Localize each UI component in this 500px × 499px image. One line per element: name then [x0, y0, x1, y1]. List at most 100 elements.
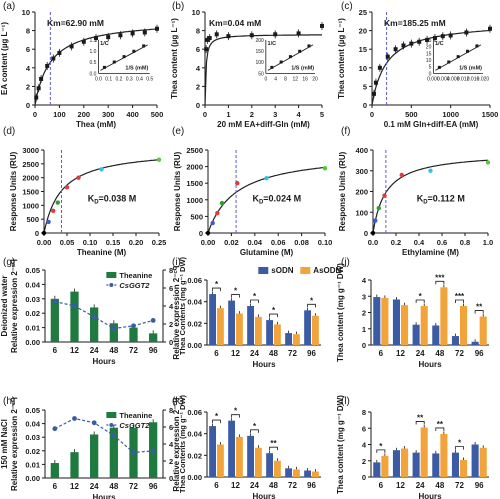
panel-label-b: (b) — [172, 1, 184, 12]
x-axis-label: Hours — [418, 492, 442, 499]
bar — [274, 324, 281, 345]
y-tick-label: 10 — [192, 8, 200, 17]
y-axis-label: Thea content (mg g⁻¹ DW) — [336, 263, 345, 362]
csggt2-point — [150, 318, 156, 323]
x-tick-label: 48 — [109, 482, 118, 491]
inset-x-tick-label: 0.016 — [467, 76, 480, 82]
x-tick-label: 300 — [102, 110, 115, 119]
csggt2-point — [131, 450, 136, 455]
bar — [109, 323, 118, 342]
data-point — [219, 200, 225, 206]
bar — [236, 313, 243, 345]
data-point — [409, 41, 414, 46]
y-tick-label: 5 — [363, 82, 367, 91]
x-tick-label: 48 — [435, 349, 444, 358]
bar — [440, 433, 448, 477]
y2-tick-label: 2 — [169, 320, 173, 329]
bar — [228, 420, 235, 477]
data-point — [57, 50, 62, 55]
x-tick-label: 0.04 — [247, 238, 262, 247]
panel-label-a: (a) — [3, 1, 15, 12]
data-point — [39, 76, 44, 81]
data-point — [205, 37, 210, 42]
data-point — [226, 34, 231, 39]
data-point — [296, 31, 301, 36]
y-tick-label: 100 — [355, 208, 368, 217]
y-tick-label: 10 — [22, 8, 30, 17]
data-point — [393, 47, 398, 52]
inset-x-tick-label: 0.3 — [126, 76, 133, 82]
bar — [90, 307, 99, 342]
y-tick-label: 2500 — [186, 146, 203, 155]
sig-marker: * — [234, 287, 238, 296]
x-tick-label: 1000 — [442, 110, 459, 119]
x-tick-label: 1500 — [482, 110, 499, 119]
panel-i: (i) 0.00 0.02 0.04 0.06 Relative expression 2… — [172, 257, 342, 369]
x-axis-label: Ethylamine (M) — [402, 248, 459, 257]
legend-swatch-sodn — [258, 267, 269, 274]
data-point — [76, 175, 81, 180]
panel-label-c: (c) — [341, 1, 353, 12]
data-point — [464, 30, 469, 35]
inset-point — [270, 65, 274, 69]
inset-point — [298, 49, 302, 53]
kd-label: KD=0.038 M — [88, 193, 137, 205]
y-tick-label: 0.00 — [187, 473, 202, 482]
treatment-label: Deionized water — [0, 276, 9, 337]
x-tick-label: 0.15 — [106, 238, 121, 247]
legend-label-asodn: AsODN — [313, 266, 341, 275]
inset-point — [466, 49, 470, 53]
y-axis-label: Relative expression 2⁻ᶜᑫ — [172, 265, 181, 359]
sig-bracket — [415, 299, 425, 303]
inset-point — [307, 44, 311, 48]
legend-label-sodn: sODN — [271, 266, 293, 275]
bar — [373, 462, 381, 477]
data-point — [155, 26, 159, 31]
legend-swatch-asodn — [300, 267, 311, 274]
inset-x-label: 1/S (mM) — [291, 65, 314, 71]
x-tick-label: 12 — [396, 481, 405, 490]
y-tick-label: 2 — [362, 309, 366, 318]
x-tick-label: 4 — [297, 110, 302, 119]
inset-x-label: 1/S (mM) — [459, 65, 482, 71]
data-point — [377, 65, 382, 70]
inset-x-tick-label: 0.008 — [447, 76, 460, 82]
x-tick-label: 1.0 — [483, 238, 493, 247]
x-axis-label: 0.1 mM Gln+diff-EA (mM) — [384, 120, 479, 129]
y-tick-label: 400 — [355, 146, 368, 155]
bar — [70, 452, 79, 478]
y2-tick-label: 6 — [169, 284, 173, 293]
y2-tick-label: 2 — [169, 457, 173, 466]
x-tick-label: 100 — [53, 110, 66, 119]
sig-marker: * — [379, 442, 383, 451]
sig-marker: * — [458, 439, 462, 448]
y-tick-label: 0.02 — [25, 447, 40, 456]
x-axis-label: 20 mM EA+diff-Gln (mM) — [217, 120, 310, 129]
panel-label-h: (h) — [3, 396, 15, 407]
y-axis-label: Relative expression 2⁻ᶜᑫ — [10, 397, 19, 491]
x-tick-label: 12 — [396, 349, 405, 358]
bar — [109, 427, 118, 478]
inset-y-tick-label: 1.5 — [89, 38, 96, 44]
y-tick-label: 1500 — [22, 188, 39, 197]
x-tick-label: 48 — [269, 481, 278, 490]
data-point — [215, 210, 220, 216]
x-tick-label: 0.10 — [318, 238, 333, 247]
sig-bracket — [212, 419, 221, 424]
panel-f: (f) 0 100 200 300 400 Response Units (RU) Ethyl… — [338, 126, 493, 257]
panel-label-e: (e) — [172, 126, 184, 137]
x-tick-label: 400 — [126, 110, 139, 119]
sig-bracket — [269, 446, 278, 451]
legend-label-csggt2: CsGGT2 — [119, 421, 150, 430]
x-tick-label: 0 — [370, 110, 374, 119]
x-tick-label: 96 — [149, 346, 158, 355]
panel-a: (a) 0 2 4 6 8 10 EA content (µg L⁻¹) Thea (mM) 0 1… — [0, 1, 163, 129]
inset-x-label: 1/S (mM) — [125, 65, 148, 71]
x-tick-label: 0.05 — [60, 238, 75, 247]
data-point — [118, 33, 123, 38]
sig-marker: * — [215, 412, 219, 421]
x-tick-label: 24 — [416, 349, 425, 358]
y-axis-label: Response Units (RU) — [173, 151, 182, 231]
x-axis-label: Hours — [418, 360, 442, 369]
y-axis-label: EA content (µg L⁻¹) — [0, 22, 9, 95]
